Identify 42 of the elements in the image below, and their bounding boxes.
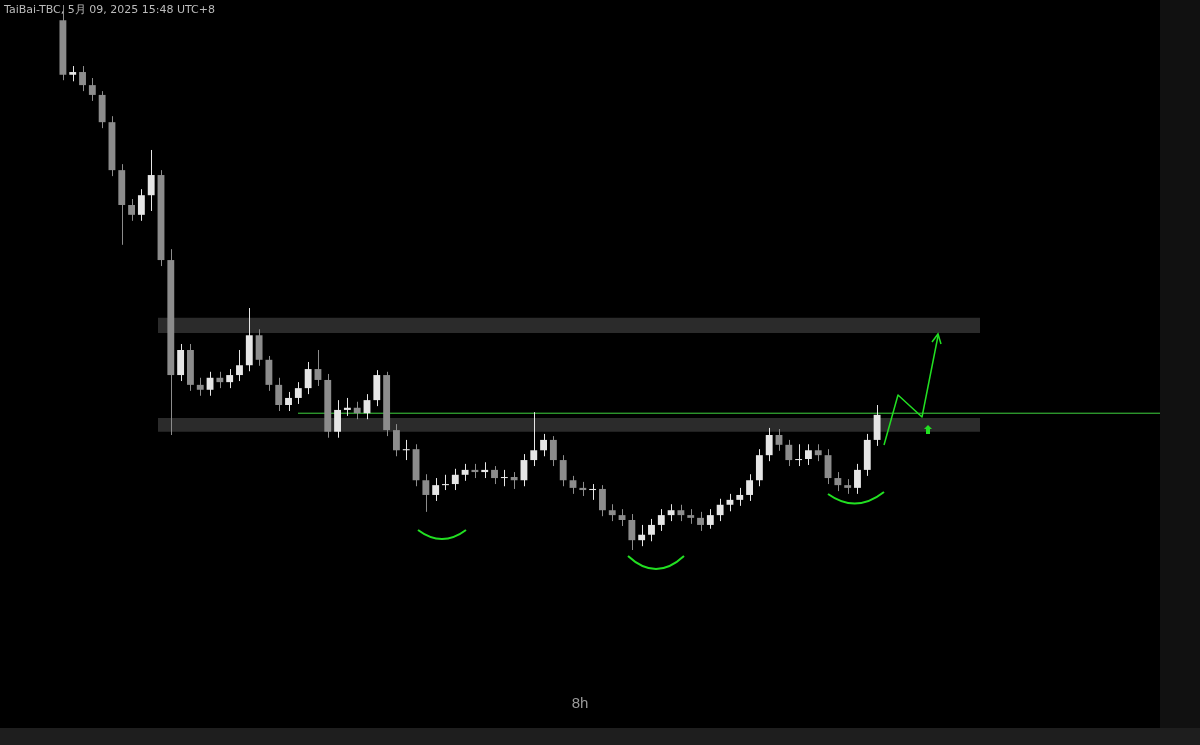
candlestick: [137, 188, 145, 222]
annotation: TaiBai-TBC, 5月 09, 2025 15:48 UTC+8: [4, 2, 215, 17]
candlestick: [706, 508, 714, 530]
candlestick: [540, 433, 548, 457]
candlestick: [834, 471, 842, 492]
text: 8h: [570, 694, 590, 711]
candlestick: [785, 439, 793, 467]
candlestick: [236, 349, 243, 382]
candlestick: [795, 443, 803, 467]
candlestick: [402, 439, 410, 461]
candlestick: [648, 518, 655, 542]
candlestick: [304, 361, 312, 395]
candlestick: [275, 377, 283, 412]
candlestick: [422, 473, 430, 513]
candlestick: [147, 149, 155, 212]
candlestick: [451, 468, 459, 491]
candlestick: [500, 469, 508, 487]
candlestick: [805, 443, 812, 466]
candlestick: [854, 463, 861, 495]
candlestick: [79, 65, 86, 92]
candlestick: [628, 513, 636, 551]
candlestick: [226, 368, 234, 389]
candlestick: [746, 473, 754, 502]
candlestick: [559, 454, 567, 487]
candlestick: [697, 511, 704, 532]
candlestick: [442, 474, 449, 491]
candlestick: [88, 77, 96, 102]
candlestick: [393, 423, 400, 457]
candlestick: [285, 391, 292, 412]
candlestick: [432, 477, 440, 502]
candlestick: [589, 483, 597, 501]
candlestick: [294, 381, 302, 405]
candlestick: [638, 524, 646, 547]
candlestick: [128, 198, 136, 222]
candlestick: [775, 428, 783, 452]
candlestick: [716, 498, 724, 522]
candlestick: [334, 399, 342, 439]
candlestick: [549, 435, 557, 467]
candlestick: [657, 508, 665, 532]
candlestick: [599, 484, 606, 517]
candlestick: [765, 427, 773, 462]
candlestick: [530, 411, 538, 467]
